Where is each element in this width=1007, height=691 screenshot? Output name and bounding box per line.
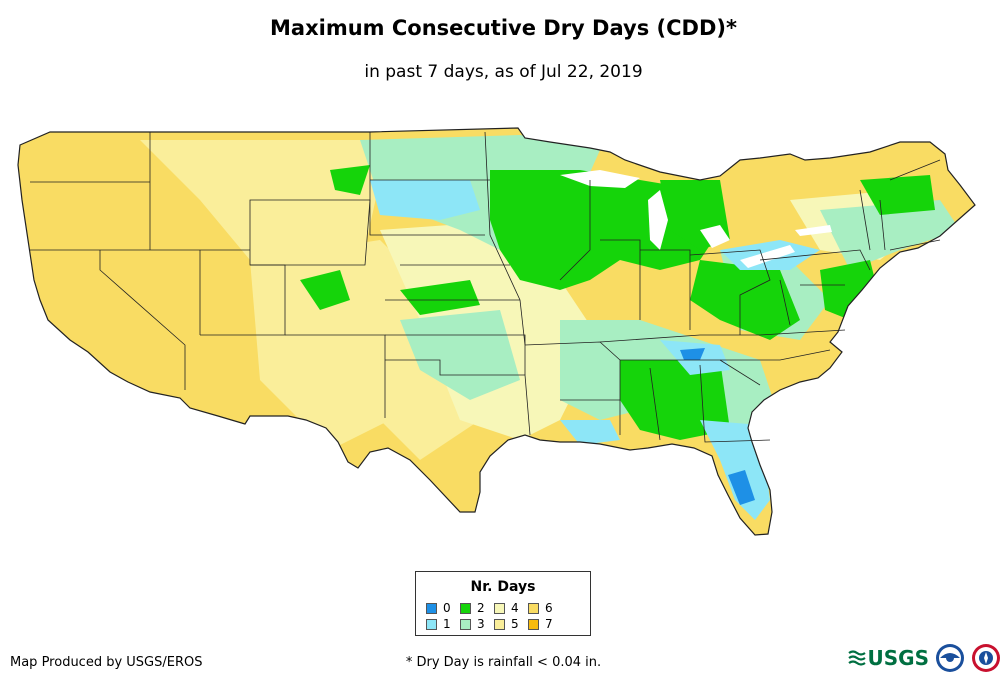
- legend-swatch: [460, 602, 471, 614]
- legend-swatch: [426, 618, 437, 630]
- usgs-logo-text: USGS: [867, 646, 929, 670]
- agency-logos: USGS: [847, 638, 1001, 678]
- map-subtitle: in past 7 days, as of Jul 22, 2019: [364, 62, 643, 82]
- legend-label: 2: [477, 601, 485, 615]
- legend-label: 1: [443, 617, 451, 631]
- legend-swatch: [494, 602, 505, 614]
- legend-item-0: 0: [426, 602, 451, 614]
- legend-swatch: [528, 602, 539, 614]
- usgs-wave-icon: [847, 650, 866, 666]
- legend-label: 5: [511, 617, 519, 631]
- legend-label: 4: [511, 601, 519, 615]
- footnote-text: * Dry Day is rainfall < 0.04 in.: [405, 655, 602, 670]
- legend-label: 3: [477, 617, 485, 631]
- legend-item-1: 1: [426, 618, 451, 630]
- nws-seal-icon: [972, 644, 1000, 672]
- map-title: Maximum Consecutive Dry Days (CDD)*: [270, 16, 737, 40]
- credit-text: Map Produced by USGS/EROS: [10, 655, 203, 670]
- legend-label: 6: [545, 601, 553, 615]
- legend-item-7: 7: [528, 618, 553, 630]
- noaa-seal-icon: [936, 644, 964, 672]
- legend-item-3: 3: [460, 618, 485, 630]
- legend-title: Nr. Days: [470, 579, 536, 595]
- legend-swatch: [528, 618, 539, 630]
- legend-label: 0: [443, 601, 451, 615]
- legend-item-5: 5: [494, 618, 519, 630]
- legend-item-6: 6: [528, 602, 553, 614]
- legend-item-4: 4: [494, 602, 519, 614]
- usgs-logo: USGS: [847, 646, 929, 670]
- legend-swatch: [460, 618, 471, 630]
- legend-item-2: 2: [460, 602, 485, 614]
- legend-swatch: [426, 602, 437, 614]
- legend: Nr. Days 0 1 2 3 4 5 6 7: [415, 571, 591, 636]
- legend-label: 7: [545, 617, 553, 631]
- legend-swatch: [494, 618, 505, 630]
- us-dry-days-map: [17, 127, 976, 536]
